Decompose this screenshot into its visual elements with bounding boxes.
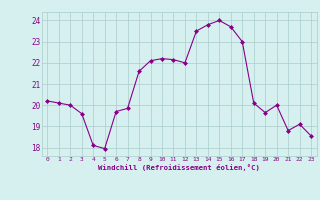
X-axis label: Windchill (Refroidissement éolien,°C): Windchill (Refroidissement éolien,°C) [98,164,260,171]
